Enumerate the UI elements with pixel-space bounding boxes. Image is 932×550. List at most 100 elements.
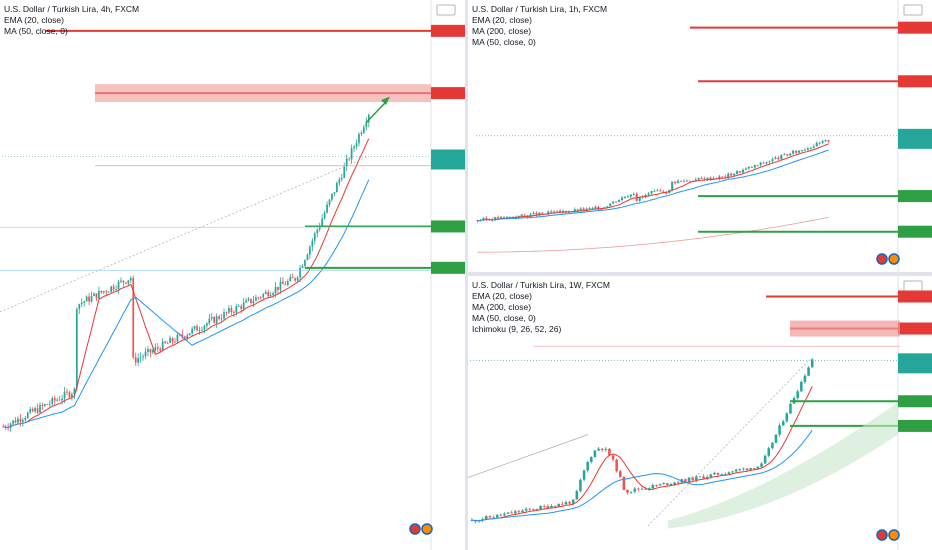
candle-body: [154, 347, 157, 351]
candle-body: [559, 210, 562, 213]
candle-body: [21, 419, 24, 422]
ichimoku-cloud: [668, 402, 898, 529]
candle-body: [720, 474, 723, 476]
legend-ichimoku[interactable]: Ichimoku (9, 26, 52, 26): [472, 324, 562, 334]
candle-body: [718, 176, 721, 179]
candle-body: [213, 316, 216, 324]
candle-body: [48, 403, 51, 405]
candle-body: [181, 334, 184, 337]
candle-body: [781, 421, 785, 426]
candle-body: [282, 281, 284, 285]
candle-body: [653, 191, 656, 192]
candle-body: [68, 392, 71, 398]
candle-body: [741, 169, 745, 173]
candle-body: [237, 306, 240, 307]
candle-body: [768, 161, 771, 163]
chart-1h-panel[interactable]: U.S. Dollar / Turkish Lira, 1h, FXCM EMA…: [468, 0, 932, 272]
candle-body: [633, 488, 637, 492]
candle-body: [517, 511, 521, 513]
candle-body: [164, 341, 167, 343]
chart-1w-canvas[interactable]: [468, 276, 932, 550]
chart-4h-panel[interactable]: U.S. Dollar / Turkish Lira, 4h, FXCM EMA…: [0, 0, 465, 550]
chart-legend: U.S. Dollar / Turkish Lira, 1h, FXCM EMA…: [472, 4, 607, 48]
current-price-tag: [431, 149, 465, 170]
candle-body: [638, 197, 641, 201]
trend-line: [647, 359, 811, 527]
candle-body: [765, 162, 768, 164]
legend-ma50[interactable]: MA (50, close, 0): [4, 26, 68, 36]
candle-body: [107, 291, 110, 293]
candle-body: [697, 178, 700, 180]
candle-body: [521, 510, 524, 513]
candle-body: [738, 469, 742, 471]
candle-body: [749, 468, 752, 471]
candle-body: [296, 277, 299, 281]
candle-body: [567, 212, 570, 213]
candle-body: [220, 318, 223, 320]
candle-body: [294, 278, 297, 281]
legend-ema[interactable]: EMA (20, close): [472, 291, 532, 301]
candle-body: [210, 316, 213, 319]
legend-ma50[interactable]: MA (50, close, 0): [472, 313, 536, 323]
candle-body: [353, 146, 355, 149]
candle-body: [277, 286, 279, 290]
ema-line: [477, 143, 829, 222]
candle-body: [284, 284, 287, 285]
panel-divider-horizontal[interactable]: [468, 272, 932, 276]
candle-body: [703, 178, 706, 181]
candle-body: [9, 423, 12, 428]
candle-body: [159, 348, 162, 351]
candle-body: [198, 330, 201, 331]
candle-body: [810, 359, 814, 368]
candle-body: [656, 190, 659, 192]
legend-ema[interactable]: EMA (20, close): [472, 15, 532, 25]
chart-1h-canvas[interactable]: [468, 0, 932, 272]
candle-body: [604, 448, 608, 450]
candle-body: [110, 286, 113, 292]
candle-body: [100, 290, 103, 293]
candle-body: [734, 469, 738, 472]
candle-body: [792, 150, 795, 154]
candle-body: [132, 277, 135, 358]
legend-ema[interactable]: EMA (20, close): [4, 15, 64, 25]
candle-body: [709, 474, 713, 477]
price-tag: [898, 21, 932, 34]
candle-body: [242, 302, 245, 309]
candle-body: [323, 212, 326, 219]
candle-body: [338, 179, 341, 183]
candle-body: [575, 491, 579, 500]
candle-body: [53, 397, 56, 401]
candle-body: [585, 208, 588, 211]
chart-1w-panel[interactable]: U.S. Dollar / Turkish Lira, 1W, FXCM EMA…: [468, 276, 932, 550]
candle-body: [122, 280, 125, 283]
candle-body: [83, 301, 86, 303]
chart-4h-canvas[interactable]: [0, 0, 465, 550]
legend-ma50[interactable]: MA (50, close, 0): [472, 37, 536, 47]
legend-ma200[interactable]: MA (200, close): [472, 26, 532, 36]
legend-ma200[interactable]: MA (200, close): [472, 302, 532, 312]
candle-body: [709, 177, 712, 180]
candle-body: [774, 157, 777, 160]
candle-body: [695, 476, 698, 481]
candle-body: [615, 459, 618, 472]
candle-body: [685, 180, 688, 182]
candle-body: [603, 207, 606, 209]
candle-body: [291, 277, 294, 279]
candle-body: [803, 375, 807, 382]
candle-body: [629, 491, 633, 493]
candle-body: [524, 508, 528, 511]
candle-body: [609, 203, 612, 207]
panel-divider-vertical[interactable]: [465, 0, 468, 550]
candle-body: [500, 216, 503, 219]
price-tag: [898, 75, 932, 88]
candle-body: [783, 154, 786, 156]
candle-body: [31, 408, 34, 412]
candle-body: [348, 158, 351, 160]
chart-legend: U.S. Dollar / Turkish Lira, 4h, FXCM EMA…: [4, 4, 139, 37]
price-tag: [431, 261, 465, 274]
candle-body: [752, 468, 756, 469]
candle-body: [142, 356, 144, 358]
candle-body: [682, 180, 686, 182]
candle-body: [115, 289, 117, 290]
us-flag-icon: [409, 523, 421, 535]
